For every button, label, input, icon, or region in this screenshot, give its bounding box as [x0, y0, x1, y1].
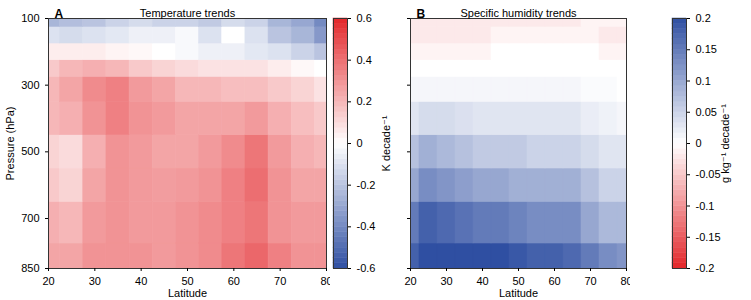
svg-text:700: 700	[21, 212, 39, 224]
svg-text:70: 70	[274, 275, 286, 287]
svg-text:Latitude: Latitude	[499, 287, 538, 299]
svg-text:-0.15: -0.15	[696, 231, 721, 243]
svg-text:80: 80	[620, 275, 630, 287]
svg-text:g kg⁻¹ decade⁻¹: g kg⁻¹ decade⁻¹	[719, 104, 731, 183]
svg-text:Temperature trends: Temperature trends	[140, 7, 236, 19]
svg-text:50: 50	[512, 275, 524, 287]
svg-text:0.4: 0.4	[357, 54, 372, 66]
svg-text:-0.2: -0.2	[696, 262, 715, 274]
svg-text:K decade⁻¹: K decade⁻¹	[380, 115, 392, 171]
svg-text:A: A	[55, 7, 64, 21]
svg-text:40: 40	[135, 275, 147, 287]
svg-text:0: 0	[357, 137, 363, 149]
svg-text:0.1: 0.1	[696, 75, 711, 87]
svg-text:0.15: 0.15	[696, 43, 717, 55]
svg-text:Latitude: Latitude	[168, 287, 207, 299]
svg-text:Pressure (hPa): Pressure (hPa)	[4, 107, 16, 181]
svg-text:30: 30	[89, 275, 101, 287]
svg-text:60: 60	[228, 275, 240, 287]
svg-text:-0.2: -0.2	[357, 179, 376, 191]
svg-text:-0.4: -0.4	[357, 220, 376, 232]
svg-text:0.2: 0.2	[696, 12, 711, 24]
svg-text:-0.6: -0.6	[357, 262, 376, 274]
svg-text:-0.05: -0.05	[696, 168, 721, 180]
svg-text:70: 70	[584, 275, 596, 287]
svg-text:Specific humidity trends: Specific humidity trends	[460, 7, 577, 19]
svg-text:100: 100	[21, 12, 39, 24]
svg-text:-0.1: -0.1	[696, 200, 715, 212]
svg-text:B: B	[417, 7, 426, 21]
svg-text:20: 20	[42, 275, 54, 287]
svg-text:850: 850	[21, 262, 39, 274]
svg-text:80: 80	[320, 275, 330, 287]
svg-text:300: 300	[21, 79, 39, 91]
svg-text:40: 40	[476, 275, 488, 287]
svg-text:500: 500	[21, 145, 39, 157]
svg-text:50: 50	[181, 275, 193, 287]
svg-text:30: 30	[440, 275, 452, 287]
svg-text:0: 0	[696, 137, 702, 149]
svg-text:60: 60	[548, 275, 560, 287]
svg-text:0.2: 0.2	[357, 95, 372, 107]
svg-text:20: 20	[404, 275, 416, 287]
svg-text:0.6: 0.6	[357, 12, 372, 24]
svg-text:0.05: 0.05	[696, 106, 717, 118]
